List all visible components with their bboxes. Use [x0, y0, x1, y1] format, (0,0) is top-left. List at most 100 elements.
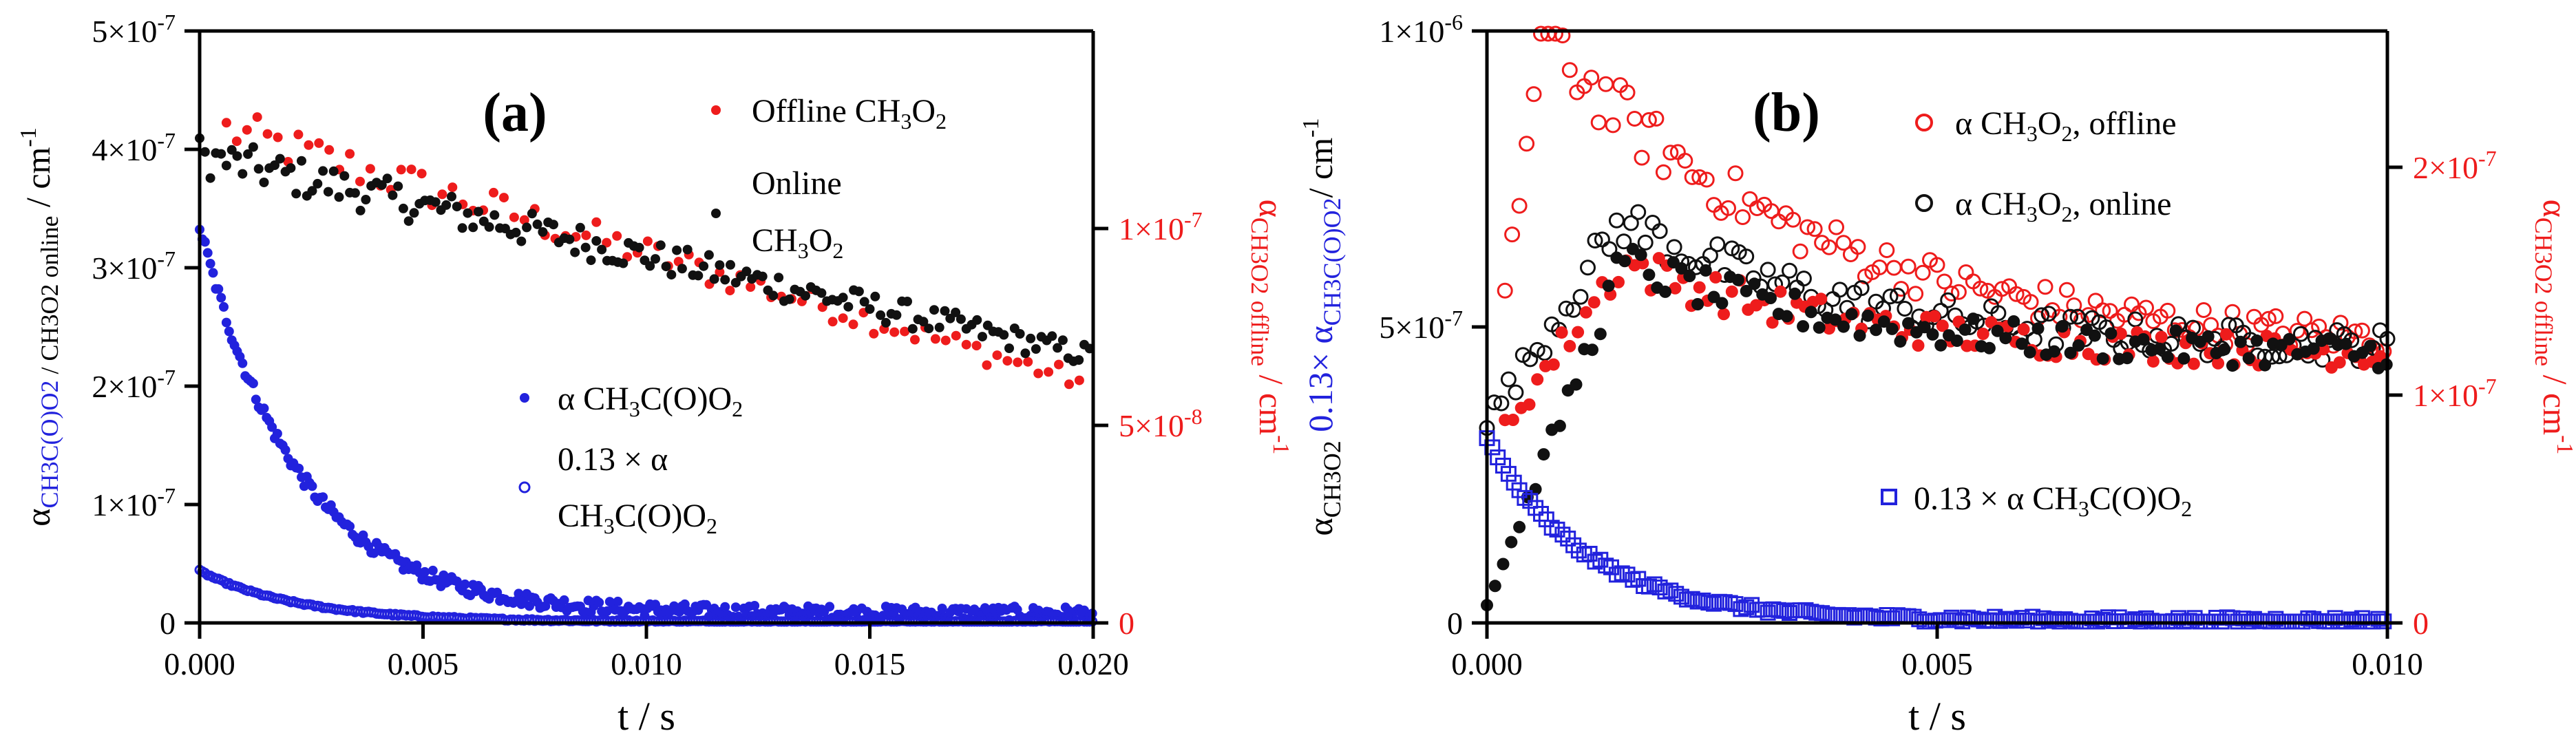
data-point	[1799, 219, 1816, 235]
data-point	[1959, 323, 1972, 336]
data-point	[452, 202, 462, 212]
data-point	[2242, 352, 2255, 365]
data-point	[1873, 611, 1890, 627]
data-point	[1537, 345, 1553, 361]
data-point	[323, 187, 333, 197]
data-point	[2080, 307, 2097, 324]
data-point	[1972, 280, 1989, 297]
data-point	[1850, 239, 1866, 255]
data-point	[2260, 310, 2277, 327]
data-point	[801, 290, 810, 301]
data-point	[1693, 281, 1706, 294]
data-point	[2155, 330, 2168, 343]
data-point	[1565, 537, 1582, 553]
panel-a-x-ticks: 0.000 0.005 0.010 0.015 0.020	[164, 623, 1129, 681]
data-point	[715, 267, 725, 277]
data-point	[591, 236, 602, 246]
data-point	[1508, 384, 1524, 401]
data-point	[2104, 327, 2118, 340]
data-point	[339, 171, 350, 181]
data-point	[1788, 287, 1802, 300]
data-point	[1914, 264, 1931, 281]
series-a-3	[194, 564, 1098, 627]
data-point	[2072, 339, 2085, 352]
data-point	[1601, 241, 1618, 257]
data-point	[2084, 611, 2100, 626]
data-point	[1823, 322, 1835, 335]
data-point	[1782, 262, 1797, 279]
data-point	[2048, 345, 2060, 358]
data-point	[891, 310, 902, 320]
data-point	[1900, 258, 1917, 275]
data-point	[2064, 346, 2077, 359]
data-point	[2019, 613, 2036, 628]
data-point	[2037, 279, 2054, 295]
data-point	[1570, 542, 1587, 559]
data-point	[1837, 320, 1850, 333]
data-point	[1740, 284, 1753, 297]
data-point	[774, 273, 784, 283]
data-point	[313, 178, 323, 189]
data-point	[672, 245, 682, 255]
data-point	[1640, 578, 1657, 595]
data-point	[825, 602, 835, 612]
data-point	[1047, 331, 1057, 341]
data-point	[1583, 70, 1600, 86]
data-point	[1605, 117, 1621, 134]
data-point	[1815, 293, 1828, 306]
data-point	[1886, 322, 1899, 335]
data-point	[304, 140, 314, 150]
data-point	[355, 176, 365, 187]
data-point	[2332, 315, 2349, 331]
data-point	[1517, 489, 1533, 506]
data-point	[1555, 326, 1568, 339]
panel-b-left-axis-title: αCH3O2 0.13× αCH3C(O)O2/ cm-1	[1298, 118, 1346, 536]
data-point	[1706, 197, 1722, 213]
data-point	[396, 165, 406, 175]
data-point	[1547, 25, 1563, 42]
data-point	[2146, 355, 2160, 368]
data-point	[377, 180, 387, 190]
data-point	[564, 234, 575, 244]
data-point	[1616, 233, 1632, 250]
data-point	[1782, 605, 1797, 621]
data-point	[1999, 332, 2012, 345]
data-point	[602, 237, 612, 248]
data-point	[2007, 315, 2020, 328]
data-point	[1549, 521, 1565, 538]
data-point	[699, 261, 709, 271]
data-point	[1497, 558, 1510, 571]
data-point	[2259, 359, 2272, 372]
data-point	[492, 587, 503, 597]
data-point	[2268, 308, 2284, 324]
data-point	[2224, 304, 2241, 320]
data-point	[1928, 310, 1941, 323]
data-point	[1488, 580, 1501, 593]
data-point	[272, 429, 282, 438]
data-point	[2034, 307, 2050, 324]
data-point	[816, 288, 827, 298]
data-point	[843, 301, 854, 312]
data-point	[581, 230, 591, 240]
data-point	[1691, 298, 1704, 310]
data-point	[1505, 535, 1518, 549]
data-point	[216, 293, 226, 303]
y-tick-label: 1×10-7	[92, 483, 176, 522]
data-point	[1702, 247, 1718, 264]
data-point	[1674, 588, 1689, 605]
data-point	[1845, 308, 1858, 321]
data-point	[511, 227, 521, 237]
data-point	[232, 151, 242, 161]
data-point	[350, 188, 360, 198]
data-point	[1738, 599, 1755, 615]
data-point	[1590, 114, 1607, 131]
data-point	[447, 182, 458, 193]
data-point	[457, 223, 467, 233]
y-tick-label: 3×10-7	[92, 246, 176, 286]
data-point	[1490, 449, 1506, 465]
data-point	[403, 216, 414, 226]
data-point	[2035, 610, 2051, 626]
data-point	[1889, 288, 1905, 304]
data-point	[1828, 219, 1844, 235]
data-point	[1054, 359, 1064, 370]
